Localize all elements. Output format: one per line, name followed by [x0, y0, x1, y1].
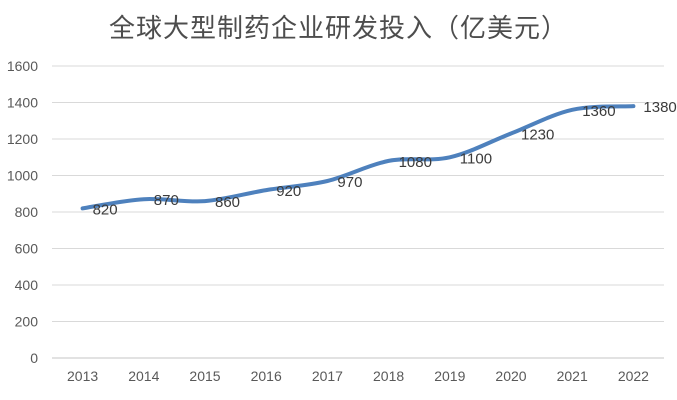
x-axis-tick-label: 2013 [67, 368, 98, 384]
series-line [80, 104, 636, 211]
x-axis-tick-label: 2017 [312, 368, 343, 384]
data-label: 1080 [399, 154, 432, 171]
x-axis-tick-label: 2014 [128, 368, 159, 384]
chart-title: 全球大型制药企业研发投入（亿美元） [108, 14, 568, 43]
x-axis-tick-label: 2019 [434, 368, 465, 384]
y-axis-tick-label: 1400 [7, 95, 38, 111]
x-axis-tick-label: 2022 [618, 368, 649, 384]
y-axis-tick-label: 200 [15, 314, 39, 330]
data-label: 1380 [643, 99, 676, 116]
data-label: 820 [93, 201, 118, 218]
x-axis-tick-label: 2016 [251, 368, 282, 384]
data-label: 920 [276, 183, 301, 200]
data-label: 970 [337, 174, 362, 191]
x-axis-tick-label: 2018 [373, 368, 404, 384]
y-axis-tick-label: 1000 [7, 168, 38, 184]
y-axis-tick-label: 600 [15, 241, 39, 257]
y-axis-tick-label: 1200 [7, 131, 38, 147]
data-label: 1230 [521, 127, 554, 144]
data-label: 1100 [460, 150, 492, 167]
x-axis-tick-label: 2021 [557, 368, 588, 384]
y-axis-tick-label: 800 [15, 204, 39, 220]
y-axis-tick-label: 400 [15, 277, 39, 293]
data-label: 1360 [582, 103, 615, 120]
data-label: 870 [154, 192, 179, 209]
y-axis-tick-label: 1600 [7, 58, 38, 74]
x-axis-tick-label: 2020 [495, 368, 526, 384]
y-axis-tick-label: 0 [30, 350, 38, 366]
data-label: 860 [215, 194, 240, 211]
x-axis-tick-label: 2015 [189, 368, 220, 384]
